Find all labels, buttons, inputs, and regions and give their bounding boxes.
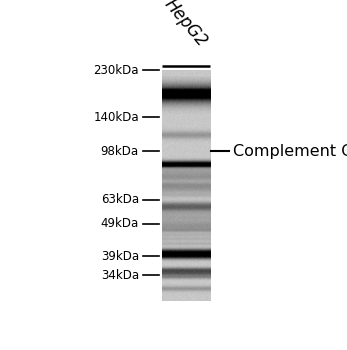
Text: 63kDa: 63kDa	[101, 193, 139, 206]
Text: Complement C3: Complement C3	[233, 144, 347, 159]
Text: 140kDa: 140kDa	[93, 111, 139, 124]
Text: 230kDa: 230kDa	[93, 64, 139, 77]
Text: 34kDa: 34kDa	[101, 268, 139, 282]
Text: 39kDa: 39kDa	[101, 250, 139, 263]
Text: 98kDa: 98kDa	[101, 145, 139, 158]
Text: HepG2: HepG2	[161, 0, 211, 50]
Text: 49kDa: 49kDa	[101, 217, 139, 230]
